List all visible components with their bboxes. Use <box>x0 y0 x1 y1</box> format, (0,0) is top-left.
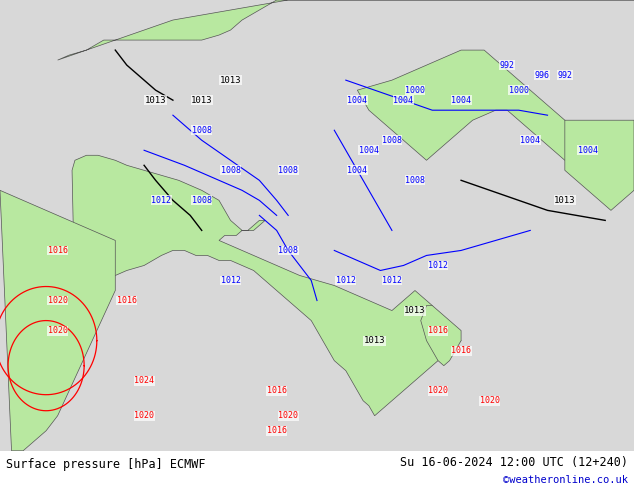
Text: 1012: 1012 <box>336 276 356 285</box>
Polygon shape <box>58 0 634 60</box>
Text: 1016: 1016 <box>267 386 287 395</box>
Text: 1020: 1020 <box>480 396 500 405</box>
Text: 1020: 1020 <box>428 386 448 395</box>
Text: 1004: 1004 <box>359 146 379 155</box>
Text: 1020: 1020 <box>48 326 68 335</box>
Text: 1013: 1013 <box>364 336 385 345</box>
Text: 1016: 1016 <box>428 326 448 335</box>
Text: 1024: 1024 <box>134 376 154 385</box>
Text: 1012: 1012 <box>152 196 171 205</box>
Text: 992: 992 <box>500 61 515 70</box>
Text: 1012: 1012 <box>221 276 240 285</box>
Polygon shape <box>421 306 461 366</box>
Text: 1004: 1004 <box>347 96 367 105</box>
Text: 1020: 1020 <box>48 296 68 305</box>
Text: 1008: 1008 <box>191 196 212 205</box>
Text: 1008: 1008 <box>278 246 298 255</box>
Text: 1008: 1008 <box>221 166 240 175</box>
Polygon shape <box>358 50 634 190</box>
Text: 1008: 1008 <box>191 126 212 135</box>
Text: 1008: 1008 <box>278 166 298 175</box>
Text: 992: 992 <box>557 71 573 80</box>
Text: 1008: 1008 <box>405 176 425 185</box>
Text: 1000: 1000 <box>508 86 529 95</box>
Text: 1016: 1016 <box>267 426 287 435</box>
Text: 1000: 1000 <box>405 86 425 95</box>
Polygon shape <box>72 155 461 416</box>
Text: 1013: 1013 <box>145 96 166 105</box>
Text: 1016: 1016 <box>48 246 68 255</box>
Text: 996: 996 <box>534 71 549 80</box>
Text: 1004: 1004 <box>521 136 540 145</box>
Text: 1013: 1013 <box>554 196 576 205</box>
Text: 1004: 1004 <box>451 96 471 105</box>
Text: 1004: 1004 <box>578 146 598 155</box>
Text: 1008: 1008 <box>382 136 402 145</box>
Polygon shape <box>565 120 634 210</box>
Text: 1004: 1004 <box>347 166 367 175</box>
Text: 1012: 1012 <box>428 261 448 270</box>
Text: Su 16-06-2024 12:00 UTC (12+240): Su 16-06-2024 12:00 UTC (12+240) <box>399 456 628 469</box>
Text: 1016: 1016 <box>451 346 471 355</box>
Text: 1004: 1004 <box>394 96 413 105</box>
Text: 1016: 1016 <box>117 296 137 305</box>
Text: 1013: 1013 <box>220 75 242 85</box>
Text: 1012: 1012 <box>382 276 402 285</box>
Text: Surface pressure [hPa] ECMWF: Surface pressure [hPa] ECMWF <box>6 458 206 471</box>
Text: 1020: 1020 <box>134 411 154 420</box>
Text: 1013: 1013 <box>404 306 426 315</box>
Polygon shape <box>0 190 115 451</box>
Text: 1020: 1020 <box>278 411 298 420</box>
Text: 1013: 1013 <box>191 96 212 105</box>
Text: ©weatheronline.co.uk: ©weatheronline.co.uk <box>503 475 628 485</box>
